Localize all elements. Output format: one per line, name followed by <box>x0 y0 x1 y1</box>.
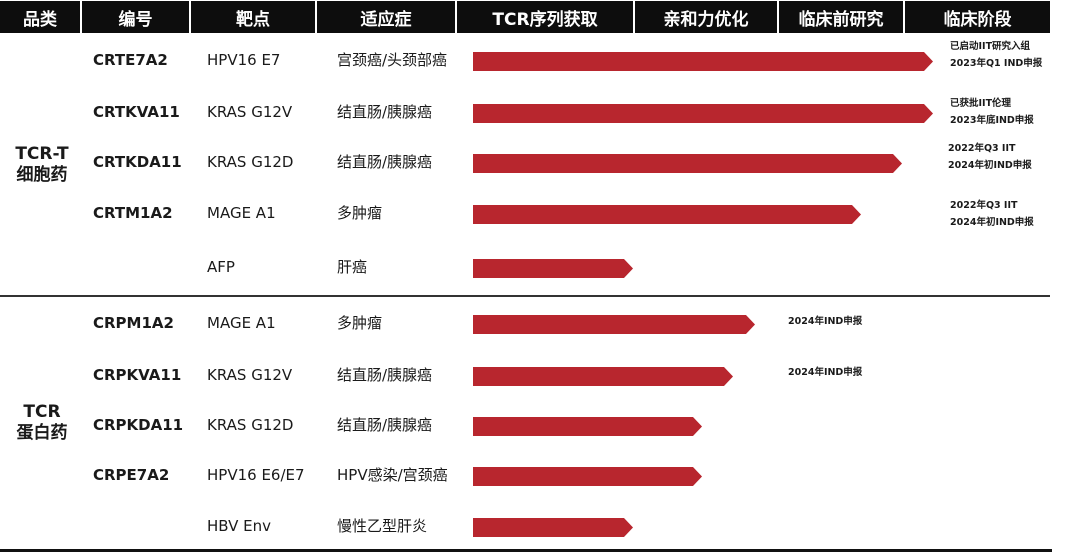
header-indication: 适应症 <box>317 1 455 33</box>
milestone-note-line2: 2024年初IND申报 <box>950 217 1034 228</box>
table-row: CRTM1A2 MAGE A1 多肿瘤 <box>0 198 1080 228</box>
target: KRAS G12V <box>207 103 293 121</box>
table-row: CRPM1A2 MAGE A1 多肿瘤 <box>0 308 1080 338</box>
group-label-line2: 细胞药 <box>16 165 68 185</box>
progress-arrow-bar <box>473 367 733 386</box>
header-preclinical: 临床前研究 <box>779 1 903 33</box>
milestone-note: 2022年Q3 IIT 2024年初IND申报 <box>950 197 1034 231</box>
progress-arrow-bar <box>473 104 933 123</box>
indication: 结直肠/胰腺癌 <box>337 416 433 434</box>
group-label-tcr-t: TCR-T 细胞药 <box>2 144 82 186</box>
header-target: 靶点 <box>191 1 315 33</box>
milestone-note: 2022年Q3 IIT 2024年初IND申报 <box>948 140 1032 174</box>
milestone-note: 已获批IIT伦理 2023年底IND申报 <box>950 95 1034 129</box>
table-row: CRTE7A2 HPV16 E7 宫颈癌/头颈部癌 <box>0 45 1080 75</box>
group-label-line2: 蛋白药 <box>16 423 68 443</box>
indication: 肝癌 <box>337 258 368 276</box>
header-tcr-sequence: TCR序列获取 <box>457 1 633 33</box>
header-code: 编号 <box>82 1 189 33</box>
progress-arrow-bar <box>473 52 933 71</box>
milestone-note-line2: 2024年初IND申报 <box>948 160 1032 171</box>
header-category: 品类 <box>0 1 80 33</box>
progress-arrow-bar <box>473 417 702 436</box>
milestone-note-line2: 2023年Q1 IND申报 <box>950 58 1043 69</box>
progress-arrow-bar <box>473 518 633 537</box>
table-row: CRPE7A2 HPV16 E6/E7 HPV感染/宫颈癌 <box>0 460 1080 490</box>
indication: HPV感染/宫颈癌 <box>337 466 448 484</box>
milestone-note: 已启动IIT研究入组 2023年Q1 IND申报 <box>950 38 1042 72</box>
target: KRAS G12D <box>207 416 294 434</box>
progress-arrow-bar <box>473 205 861 224</box>
indication: 结直肠/胰腺癌 <box>337 366 433 384</box>
milestone-note-line1: 2024年IND申报 <box>788 316 863 327</box>
table-row: CRTKVA11 KRAS G12V 结直肠/胰腺癌 <box>0 97 1080 127</box>
target: HPV16 E6/E7 <box>207 466 305 484</box>
program-code: CRPE7A2 <box>93 466 170 484</box>
milestone-note-line2: 2023年底IND申报 <box>950 115 1034 126</box>
target: AFP <box>207 258 235 276</box>
group-divider <box>0 295 1050 297</box>
indication: 多肿瘤 <box>337 204 383 222</box>
indication: 多肿瘤 <box>337 314 383 332</box>
bottom-rule <box>0 549 1052 552</box>
header-affinity: 亲和力优化 <box>635 1 777 33</box>
target: KRAS G12V <box>207 366 293 384</box>
progress-arrow-bar <box>473 467 702 486</box>
milestone-note-line1: 2022年Q3 IIT <box>948 143 1016 154</box>
table-row: CRPKVA11 KRAS G12V 结直肠/胰腺癌 <box>0 360 1080 390</box>
milestone-note-line1: 2022年Q3 IIT <box>950 200 1018 211</box>
target: MAGE A1 <box>207 204 276 222</box>
target: HPV16 E7 <box>207 51 281 69</box>
program-code: CRTKDA11 <box>93 153 182 171</box>
program-code: CRPKVA11 <box>93 366 182 384</box>
milestone-note: 2024年IND申报 <box>788 364 862 381</box>
table-header: 品类 编号 靶点 适应症 TCR序列获取 亲和力优化 临床前研究 临床阶段 <box>0 0 1054 34</box>
program-code: CRTM1A2 <box>93 204 173 222</box>
target: KRAS G12D <box>207 153 294 171</box>
program-code: CRPKDA11 <box>93 416 184 434</box>
group-label-tcr-protein: TCR 蛋白药 <box>2 402 82 444</box>
indication: 宫颈癌/头颈部癌 <box>337 51 448 69</box>
program-code: CRPM1A2 <box>93 314 174 332</box>
progress-arrow-bar <box>473 315 755 334</box>
progress-arrow-bar <box>473 259 633 278</box>
table-row: HBV Env 慢性乙型肝炎 <box>0 511 1080 541</box>
table-row: CRPKDA11 KRAS G12D 结直肠/胰腺癌 <box>0 410 1080 440</box>
program-code: CRTKVA11 <box>93 103 180 121</box>
table-row: CRTKDA11 KRAS G12D 结直肠/胰腺癌 <box>0 147 1080 177</box>
milestone-note-line1: 已获批IIT伦理 <box>950 98 1012 109</box>
progress-arrow-bar <box>473 154 902 173</box>
milestone-note: 2024年IND申报 <box>788 313 862 330</box>
table-row: AFP 肝癌 <box>0 252 1080 282</box>
header-clinical: 临床阶段 <box>905 1 1050 33</box>
milestone-note-line1: 2024年IND申报 <box>788 367 863 378</box>
group-label-line1: TCR <box>23 402 61 422</box>
program-code: CRTE7A2 <box>93 51 168 69</box>
target: HBV Env <box>207 517 271 535</box>
group-label-line1: TCR-T <box>15 144 69 164</box>
milestone-note-line1: 已启动IIT研究入组 <box>950 41 1031 52</box>
target: MAGE A1 <box>207 314 276 332</box>
indication: 结直肠/胰腺癌 <box>337 153 433 171</box>
indication: 慢性乙型肝炎 <box>337 517 428 535</box>
indication: 结直肠/胰腺癌 <box>337 103 433 121</box>
